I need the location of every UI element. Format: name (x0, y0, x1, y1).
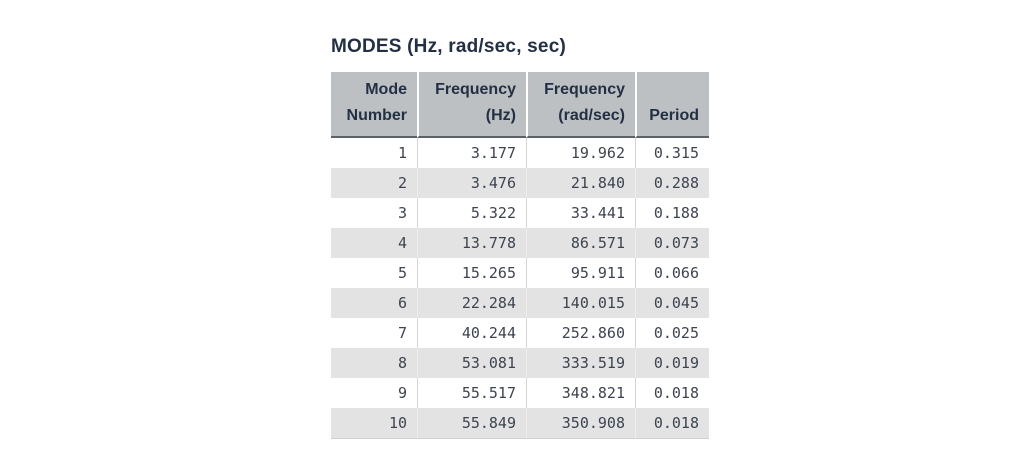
table-title: MODES (Hz, rad/sec, sec) (331, 36, 566, 57)
table-cell: 0.188 (635, 198, 709, 228)
table-cell: 3.177 (417, 138, 526, 168)
table-row: 3 5.322 33.441 0.188 (331, 198, 709, 228)
table-cell: 22.284 (417, 288, 526, 318)
header-row: Mode Number Frequency (Hz) Frequency (ra… (331, 72, 709, 138)
modes-table: Mode Number Frequency (Hz) Frequency (ra… (331, 72, 709, 439)
table-cell: 0.066 (635, 258, 709, 288)
table-cell: 55.849 (417, 408, 526, 439)
table-cell: 0.073 (635, 228, 709, 258)
table-cell: 15.265 (417, 258, 526, 288)
header-line: Number (346, 107, 407, 124)
table-cell: 6 (331, 288, 417, 318)
table-cell: 10 (331, 408, 417, 439)
table-row: 4 13.778 86.571 0.073 (331, 228, 709, 258)
table-cell: 9 (331, 378, 417, 408)
table-cell: 95.911 (526, 258, 635, 288)
table-row: 10 55.849 350.908 0.018 (331, 408, 709, 439)
header-line: Period (649, 107, 699, 124)
header-frequency-hz: Frequency (Hz) (417, 72, 526, 138)
table-cell: 3.476 (417, 168, 526, 198)
header-mode-number: Mode Number (331, 72, 417, 138)
table-cell: 0.019 (635, 348, 709, 378)
modes-table-container: MODES (Hz, rad/sec, sec) Mode Number Fre… (331, 36, 709, 439)
table-cell: 33.441 (526, 198, 635, 228)
table-cell: 350.908 (526, 408, 635, 439)
table-cell: 0.025 (635, 318, 709, 348)
table-cell: 5.322 (417, 198, 526, 228)
table-cell: 0.018 (635, 378, 709, 408)
table-row: 8 53.081 333.519 0.019 (331, 348, 709, 378)
table-cell: 0.288 (635, 168, 709, 198)
table-row: 6 22.284 140.015 0.045 (331, 288, 709, 318)
table-cell: 140.015 (526, 288, 635, 318)
table-cell: 40.244 (417, 318, 526, 348)
header-period: Period (635, 72, 709, 138)
table-cell: 55.517 (417, 378, 526, 408)
table-cell: 53.081 (417, 348, 526, 378)
header-line: Mode (365, 81, 407, 98)
table-row: 1 3.177 19.962 0.315 (331, 138, 709, 168)
table-row: 9 55.517 348.821 0.018 (331, 378, 709, 408)
table-cell: 7 (331, 318, 417, 348)
header-line: (rad/sec) (558, 107, 625, 124)
header-line: Frequency (544, 81, 625, 98)
table-cell: 19.962 (526, 138, 635, 168)
table-cell: 252.860 (526, 318, 635, 348)
table-cell: 3 (331, 198, 417, 228)
table-cell: 0.045 (635, 288, 709, 318)
table-cell: 4 (331, 228, 417, 258)
table-row: 2 3.476 21.840 0.288 (331, 168, 709, 198)
table-cell: 13.778 (417, 228, 526, 258)
table-cell: 8 (331, 348, 417, 378)
table-cell: 0.018 (635, 408, 709, 439)
header-line: Frequency (435, 81, 516, 98)
table-cell: 86.571 (526, 228, 635, 258)
table-cell: 0.315 (635, 138, 709, 168)
table-cell: 348.821 (526, 378, 635, 408)
table-row: 5 15.265 95.911 0.066 (331, 258, 709, 288)
table-header: Mode Number Frequency (Hz) Frequency (ra… (331, 72, 709, 138)
header-frequency-rad-sec: Frequency (rad/sec) (526, 72, 635, 138)
table-body: 1 3.177 19.962 0.315 2 3.476 21.840 0.288 3 5.322… (331, 138, 709, 439)
table-cell: 333.519 (526, 348, 635, 378)
table-cell: 1 (331, 138, 417, 168)
table-cell: 5 (331, 258, 417, 288)
table-row: 7 40.244 252.860 0.025 (331, 318, 709, 348)
table-cell: 2 (331, 168, 417, 198)
header-line: (Hz) (485, 107, 516, 124)
table-cell: 21.840 (526, 168, 635, 198)
